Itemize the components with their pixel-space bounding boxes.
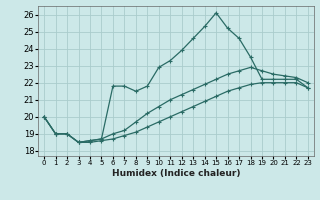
X-axis label: Humidex (Indice chaleur): Humidex (Indice chaleur) <box>112 169 240 178</box>
